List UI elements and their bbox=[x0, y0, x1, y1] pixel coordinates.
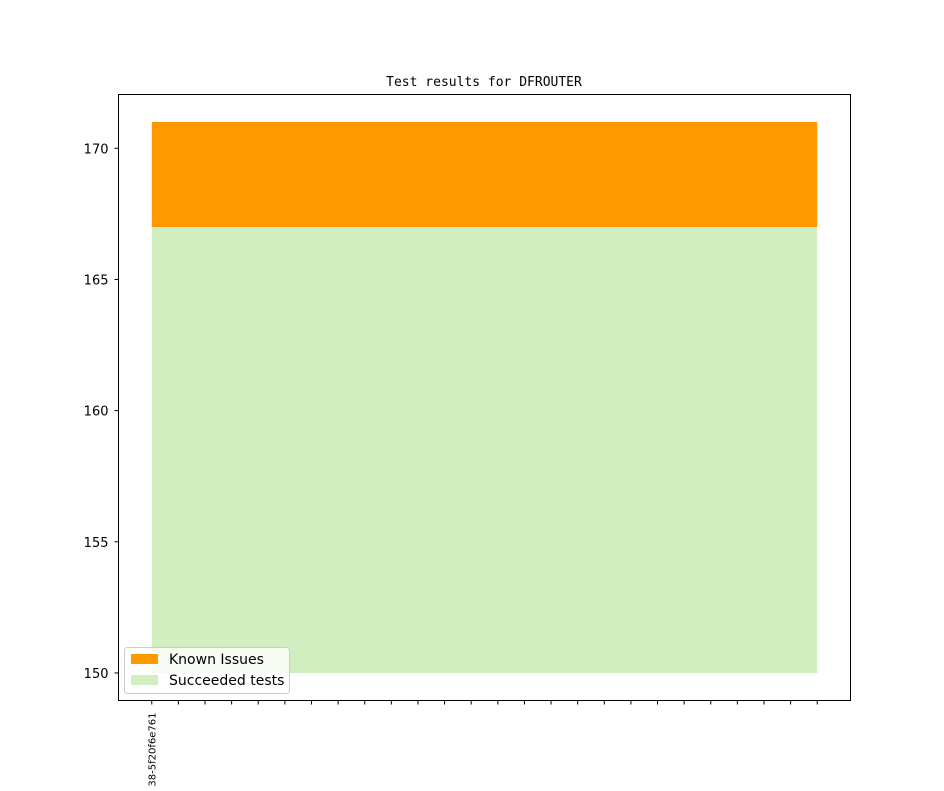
area-succeeded-tests bbox=[151, 226, 818, 673]
legend-swatch-succeeded-tests bbox=[131, 675, 158, 685]
x-tick-label: 38-5f20f6e761 bbox=[147, 713, 158, 787]
area-known-issues bbox=[151, 122, 818, 227]
y-tick-label: 150 bbox=[84, 667, 109, 682]
chart-title: Test results for DFROUTER bbox=[386, 75, 582, 90]
y-tick-label: 160 bbox=[84, 405, 109, 420]
y-tick-label: 170 bbox=[84, 142, 109, 157]
axes-frame bbox=[118, 94, 851, 701]
legend: Known Issues Succeeded tests bbox=[124, 647, 290, 694]
y-tick-label: 155 bbox=[84, 536, 109, 551]
legend-label-known-issues: Known Issues bbox=[169, 652, 264, 668]
x-axis: 38-5f20f6e761 bbox=[147, 700, 818, 787]
legend-box bbox=[124, 647, 290, 694]
legend-label-succeeded-tests: Succeeded tests bbox=[169, 673, 284, 689]
plot-areas bbox=[151, 122, 818, 673]
y-tick-label: 165 bbox=[84, 273, 109, 288]
legend-swatch-known-issues bbox=[131, 654, 158, 664]
y-axis: 150 155 160 165 170 bbox=[84, 142, 119, 682]
